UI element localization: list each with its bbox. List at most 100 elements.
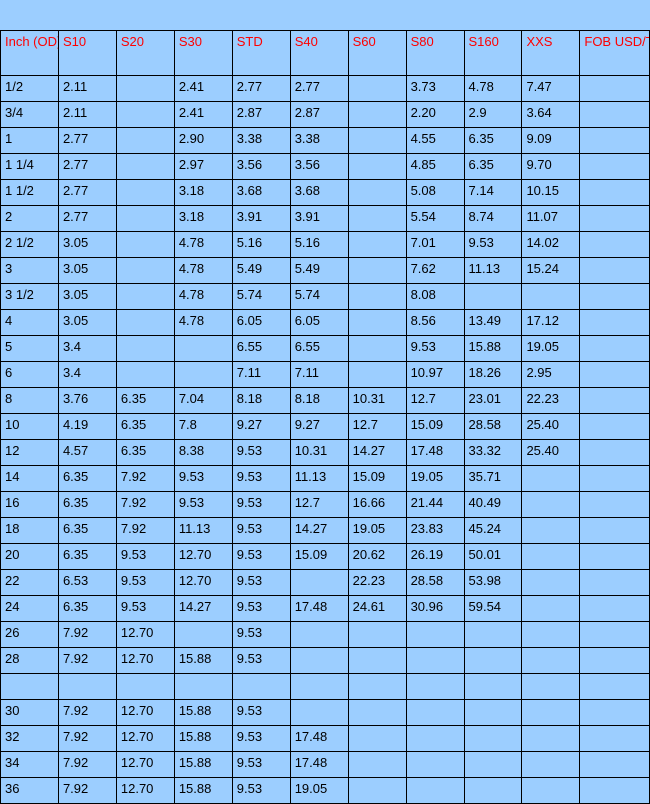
table-cell: 15.09 — [406, 414, 464, 440]
table-cell — [580, 726, 650, 752]
table-row: 206.359.5312.709.5315.0920.6226.1950.01 — [1, 544, 650, 570]
table-cell: 6.35 — [464, 154, 522, 180]
table-cell — [580, 518, 650, 544]
table-cell: 16.66 — [348, 492, 406, 518]
table-cell — [580, 102, 650, 128]
table-cell: 5.49 — [232, 258, 290, 284]
table-cell: 7.92 — [116, 492, 174, 518]
table-cell: 3.05 — [58, 310, 116, 336]
table-cell: 1 1/4 — [1, 154, 59, 180]
table-cell: 12.70 — [116, 648, 174, 674]
table-cell — [580, 544, 650, 570]
table-cell: 9.53 — [232, 700, 290, 726]
table-row: 2 1/23.054.785.165.167.019.5314.02 — [1, 232, 650, 258]
table-cell: 28.58 — [464, 414, 522, 440]
table-cell: 20 — [1, 544, 59, 570]
table-cell — [290, 674, 348, 700]
table-cell: 15.88 — [174, 778, 232, 804]
table-cell: 6.35 — [58, 466, 116, 492]
table-cell — [116, 258, 174, 284]
table-cell — [580, 778, 650, 804]
table-cell: 2.77 — [58, 180, 116, 206]
table-cell: 12.70 — [116, 622, 174, 648]
table-cell — [580, 76, 650, 102]
table-cell — [580, 466, 650, 492]
table-cell: 9.53 — [232, 622, 290, 648]
table-cell — [348, 752, 406, 778]
table-cell: 5.54 — [406, 206, 464, 232]
table-row: 1 1/22.773.183.683.685.087.1410.15 — [1, 180, 650, 206]
table-cell: 2.87 — [232, 102, 290, 128]
table-cell: 12.7 — [406, 388, 464, 414]
table-cell: 3.56 — [232, 154, 290, 180]
table-cell: 12.70 — [116, 726, 174, 752]
table-cell: 5.49 — [290, 258, 348, 284]
table-row: 33.054.785.495.497.6211.1315.24 — [1, 258, 650, 284]
table-cell: 3/4 — [1, 102, 59, 128]
table-cell: 12.70 — [174, 544, 232, 570]
table-cell — [580, 492, 650, 518]
table-cell: 17.48 — [406, 440, 464, 466]
col-header-inch: Inch (OD) — [1, 31, 59, 76]
table-row: 104.196.357.89.279.2712.715.0928.5825.40 — [1, 414, 650, 440]
table-cell: 12.70 — [116, 752, 174, 778]
table-cell: 3.18 — [174, 180, 232, 206]
table-cell: 7.92 — [116, 466, 174, 492]
table-row: 166.357.929.539.5312.716.6621.4440.49 — [1, 492, 650, 518]
table-cell — [348, 232, 406, 258]
table-cell — [348, 726, 406, 752]
table-cell — [580, 622, 650, 648]
table-cell: 18.26 — [464, 362, 522, 388]
table-row: 43.054.786.056.058.5613.4917.12 — [1, 310, 650, 336]
table-cell: 1 — [1, 128, 59, 154]
table-cell — [406, 726, 464, 752]
table-cell — [174, 674, 232, 700]
table-cell: 7.14 — [464, 180, 522, 206]
table-cell: 5.74 — [232, 284, 290, 310]
table-cell: 3.91 — [290, 206, 348, 232]
table-row: 53.46.556.559.5315.8819.05 — [1, 336, 650, 362]
table-cell: 2.97 — [174, 154, 232, 180]
table-cell — [522, 492, 580, 518]
table-cell: 2.90 — [174, 128, 232, 154]
table-cell: 7.11 — [290, 362, 348, 388]
table-cell: 34 — [1, 752, 59, 778]
table-cell — [522, 700, 580, 726]
table-cell: 7.62 — [406, 258, 464, 284]
table-cell — [116, 310, 174, 336]
table-row: 347.9212.7015.889.5317.48 — [1, 752, 650, 778]
table-cell — [348, 336, 406, 362]
table-cell: 6.35 — [116, 388, 174, 414]
table-cell: 15.24 — [522, 258, 580, 284]
table-cell: 36 — [1, 778, 59, 804]
table-cell: 3.05 — [58, 284, 116, 310]
table-cell: 3.05 — [58, 232, 116, 258]
table-cell: 10 — [1, 414, 59, 440]
table-cell — [290, 648, 348, 674]
table-cell: 9.53 — [232, 596, 290, 622]
table-cell: 35.71 — [464, 466, 522, 492]
table-cell — [348, 206, 406, 232]
table-cell — [522, 518, 580, 544]
table-cell: 2.9 — [464, 102, 522, 128]
table-cell: 3.38 — [290, 128, 348, 154]
table-cell: 9.53 — [464, 232, 522, 258]
table-cell — [348, 128, 406, 154]
table-cell: 7.92 — [58, 778, 116, 804]
table-row: 367.9212.7015.889.5319.05 — [1, 778, 650, 804]
table-cell — [348, 310, 406, 336]
table-cell: 16 — [1, 492, 59, 518]
table-cell: 9.53 — [116, 544, 174, 570]
table-cell: 7.92 — [58, 622, 116, 648]
table-cell: 9.53 — [116, 596, 174, 622]
table-cell: 4.78 — [174, 310, 232, 336]
table-cell — [464, 648, 522, 674]
table-row: 22.773.183.913.915.548.7411.07 — [1, 206, 650, 232]
table-cell: 7.47 — [522, 76, 580, 102]
table-cell: 14 — [1, 466, 59, 492]
table-cell: 6.55 — [290, 336, 348, 362]
table-cell — [522, 544, 580, 570]
table-cell: 3.38 — [232, 128, 290, 154]
table-cell: 9.27 — [290, 414, 348, 440]
table-cell — [348, 284, 406, 310]
